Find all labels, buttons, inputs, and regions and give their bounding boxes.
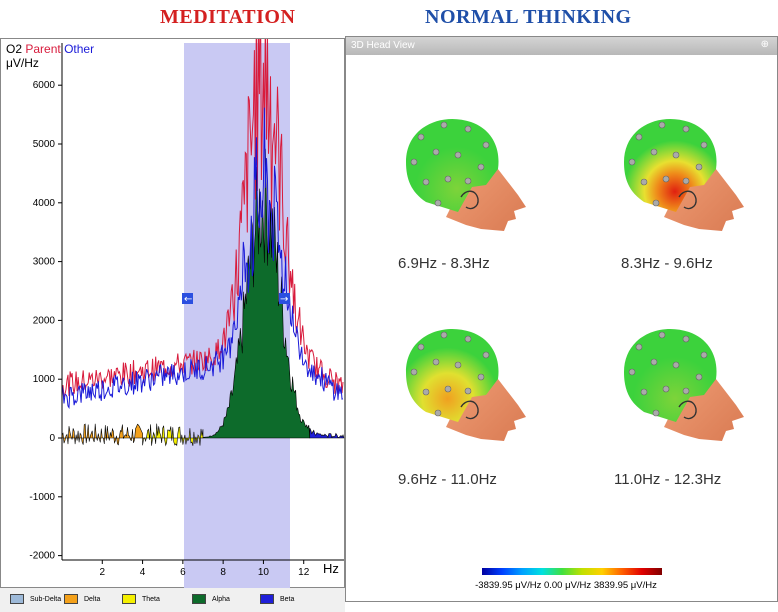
- x-tick-label: 4: [140, 567, 146, 578]
- meditation-title: MEDITATION: [160, 6, 296, 28]
- arrow-right-icon: →: [280, 294, 288, 305]
- x-tick-label: 6: [180, 567, 186, 578]
- x-tick-label: 8: [220, 567, 226, 578]
- band-legend: Sub-Delta Delta Theta Alpha Beta: [0, 588, 345, 612]
- head-view-titlebar: 3D Head View ⊕: [346, 37, 777, 55]
- y-unit-label: μV/Hz: [6, 56, 39, 70]
- y-tick-label: 4000: [33, 198, 56, 209]
- arrow-left-icon: ←: [184, 294, 192, 305]
- y-tick-label: 5000: [33, 139, 56, 150]
- selection-right-handle[interactable]: [279, 293, 290, 304]
- sub-delta-swatch: [10, 594, 24, 604]
- x-unit-label: Hz: [323, 561, 339, 576]
- x-tick-label: 10: [258, 567, 270, 578]
- y-tick-label: 2000: [33, 315, 56, 326]
- head-model-2[interactable]: [604, 107, 754, 237]
- x-tick-label: 2: [100, 567, 106, 578]
- legend-item-beta: Beta: [260, 594, 294, 604]
- color-scale-labels: -3839.95 μV/Hz 0.00 μV/Hz 3839.95 μV/Hz: [416, 580, 716, 591]
- legend-item-theta: Theta: [122, 594, 160, 604]
- y-tick-label: 6000: [33, 80, 56, 91]
- head-model-4[interactable]: [604, 317, 754, 447]
- y-tick-label: -2000: [29, 551, 55, 562]
- channel-label: O2: [6, 42, 23, 56]
- head-view-panel: 3D Head View ⊕: [345, 36, 778, 602]
- scale-min: -3839.95 μV/Hz: [475, 580, 542, 591]
- y-tick-label: 0: [49, 433, 55, 444]
- head-view-title: 3D Head View: [351, 40, 415, 51]
- legend-item-sub-delta: Sub-Delta: [10, 594, 61, 604]
- delta-swatch: [64, 594, 78, 604]
- parent-label: Parent: [25, 42, 61, 56]
- y-tick-label: -1000: [29, 492, 55, 503]
- color-scale-bar: [482, 568, 662, 575]
- x-tick-label: 12: [298, 567, 310, 578]
- head-range-2: 8.3Hz - 9.6Hz: [621, 255, 713, 272]
- head-range-4: 11.0Hz - 12.3Hz: [614, 471, 722, 488]
- y-tick-label: 1000: [33, 374, 56, 385]
- beta-swatch: [260, 594, 274, 604]
- scale-max: 3839.95 μV/Hz: [593, 580, 657, 591]
- spectrum-panel[interactable]: 6000 5000 4000 3000 2000 1000 0 -1000 -2000 2 4 6 8…: [0, 38, 346, 589]
- legend-item-alpha: Alpha: [192, 594, 230, 604]
- head-range-1: 6.9Hz - 8.3Hz: [398, 255, 490, 272]
- scale-mid: 0.00 μV/Hz: [543, 580, 592, 591]
- theta-swatch: [122, 594, 136, 604]
- normal-thinking-title: NORMAL THINKING: [425, 6, 632, 28]
- head-model-3[interactable]: [386, 317, 536, 447]
- selection-left-handle[interactable]: [182, 293, 193, 304]
- head-range-3: 9.6Hz - 11.0Hz: [398, 471, 497, 488]
- alpha-swatch: [192, 594, 206, 604]
- other-label: Other: [64, 42, 95, 56]
- legend-item-delta: Delta: [64, 594, 100, 604]
- pin-icon[interactable]: ⊕: [760, 39, 769, 50]
- head-model-1[interactable]: [386, 107, 536, 237]
- channel-header: O2 Parent Other: [6, 42, 94, 56]
- y-tick-label: 3000: [33, 257, 56, 268]
- spectrum-chart[interactable]: 6000 5000 4000 3000 2000 1000 0 -1000 -2000 2 4 6 8…: [1, 39, 346, 589]
